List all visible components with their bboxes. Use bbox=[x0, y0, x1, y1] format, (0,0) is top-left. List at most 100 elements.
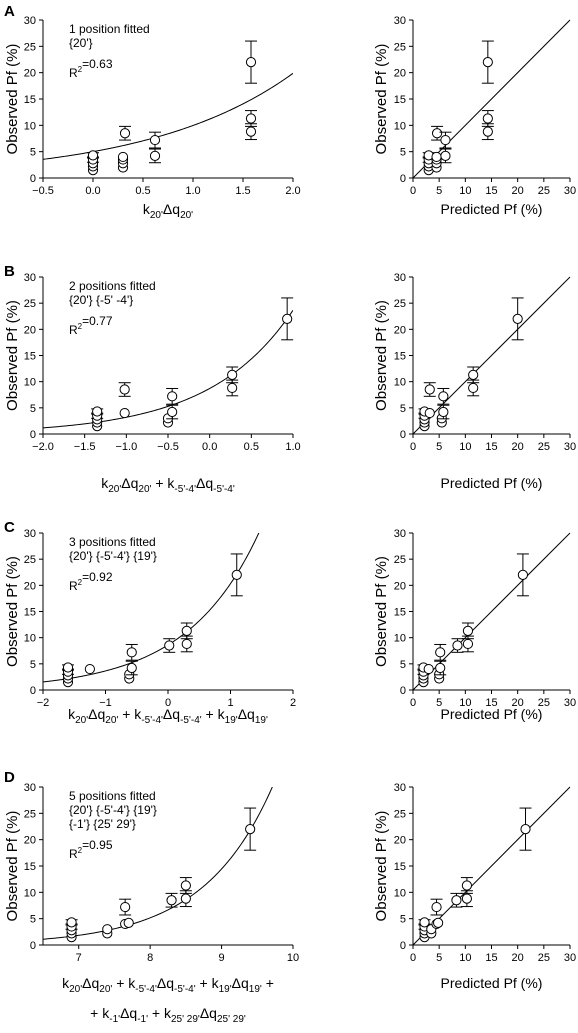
y-tick-label: 10 bbox=[394, 120, 406, 132]
annotation-line: {20'} {-5'-4'} {19'} bbox=[69, 549, 157, 563]
label-segment: =0.92 bbox=[82, 570, 113, 584]
y-tick-label: 30 bbox=[394, 528, 406, 540]
y-tick-label: 20 bbox=[394, 835, 406, 847]
y-tick-label: 15 bbox=[394, 351, 406, 363]
r-squared-label: R2=0.95 bbox=[69, 838, 113, 861]
data-point bbox=[167, 391, 178, 402]
x-tick-label: 10 bbox=[459, 441, 471, 453]
label-segment: -5'-4' bbox=[180, 715, 202, 726]
y-tick-label: 0 bbox=[30, 173, 36, 185]
data-point bbox=[433, 917, 444, 928]
x-tick-label: 20 bbox=[512, 952, 524, 964]
panel-label-b: B bbox=[4, 263, 15, 280]
annotation-line: {-1'} {25' 29'} bbox=[69, 817, 136, 831]
data-point bbox=[438, 406, 449, 418]
label-segment: Δq bbox=[157, 975, 174, 991]
fit-curve bbox=[43, 309, 293, 429]
y-tick-label: 15 bbox=[24, 861, 36, 873]
x-tick-label: 1.5 bbox=[235, 185, 250, 197]
y-tick-label: 30 bbox=[24, 272, 36, 284]
y-tick-label: 5 bbox=[30, 147, 36, 159]
data-point bbox=[180, 893, 191, 904]
x-axis-title: k20'Δq20' bbox=[143, 201, 193, 221]
charts-layer: −0.5 0.0 0.5 1.0 1.5 2.0051015202530Observed … bbox=[4, 15, 576, 1025]
fit-curve bbox=[43, 72, 293, 160]
label-segment: k bbox=[62, 975, 70, 991]
x-tick-label: −0.5 bbox=[157, 441, 179, 453]
data-point bbox=[227, 369, 238, 380]
label-segment: Δq bbox=[120, 1005, 137, 1021]
data-point bbox=[482, 113, 493, 124]
x-axis-title: Predicted Pf (%) bbox=[441, 201, 543, 217]
x-tick-label: 30 bbox=[564, 952, 576, 964]
y-tick-label: 25 bbox=[394, 808, 406, 820]
y-tick-label: 30 bbox=[394, 272, 406, 284]
y-tick-label: 10 bbox=[394, 887, 406, 899]
y-tick-label: 0 bbox=[400, 173, 406, 185]
y-tick-label: 15 bbox=[394, 607, 406, 619]
y-tick-label: 15 bbox=[394, 861, 406, 873]
y-tick-label: 5 bbox=[30, 403, 36, 415]
annotation-line: 3 positions fitted bbox=[69, 535, 156, 549]
chart-B-left: −2.0 −1.5 −1.0 −0.5 0.0 0.5 1.0 0 5 10 15 20 25 30 Obs… bbox=[4, 272, 301, 495]
y-tick-label: 10 bbox=[394, 377, 406, 389]
data-point bbox=[468, 369, 479, 380]
label-segment: -5'-4' bbox=[141, 715, 163, 726]
y-tick-label: 20 bbox=[24, 68, 36, 80]
identity-line bbox=[412, 19, 571, 179]
data-point bbox=[451, 895, 462, 906]
data-point bbox=[424, 407, 435, 419]
y-tick-label: 0 bbox=[30, 940, 36, 952]
data-point bbox=[62, 662, 74, 673]
data-point bbox=[149, 134, 161, 146]
x-tick-label: 0.0 bbox=[202, 441, 217, 453]
data-point bbox=[123, 917, 134, 928]
label-segment: 2 bbox=[78, 846, 83, 855]
data-point bbox=[435, 662, 446, 674]
data-point bbox=[231, 569, 242, 580]
data-point bbox=[119, 407, 130, 419]
x-tick-label: 0 bbox=[165, 697, 171, 709]
y-tick-label: 0 bbox=[400, 940, 406, 952]
label-segment: + k bbox=[196, 975, 220, 991]
y-tick-label: 25 bbox=[24, 298, 36, 310]
annotation-line: {20'} {-5'-4'} {19'} bbox=[69, 803, 157, 817]
x-tick-label: 5 bbox=[436, 697, 442, 709]
y-tick-label: 10 bbox=[24, 633, 36, 645]
label-segment: 19' bbox=[249, 984, 262, 995]
y-tick-label: 20 bbox=[24, 580, 36, 592]
y-tick-label: 30 bbox=[24, 15, 36, 27]
label-segment: Δq bbox=[82, 975, 99, 991]
label-segment: =0.63 bbox=[82, 57, 113, 71]
y-tick-label: 5 bbox=[400, 659, 406, 671]
x-tick-label: 0 bbox=[410, 952, 416, 964]
y-tick-label: 30 bbox=[24, 782, 36, 794]
label-segment: Δq bbox=[163, 706, 180, 722]
data-point bbox=[245, 57, 257, 68]
y-axis-title: Observed Pf (%) bbox=[4, 300, 21, 411]
data-point bbox=[431, 151, 442, 163]
label-segment: 19' bbox=[225, 715, 238, 726]
y-tick-label: 5 bbox=[400, 403, 406, 415]
panel-label-c: C bbox=[4, 519, 15, 536]
y-tick-label: 30 bbox=[394, 15, 406, 27]
x-tick-label: 20 bbox=[512, 441, 524, 453]
x-tick-label: 0 bbox=[410, 697, 416, 709]
label-segment: R bbox=[69, 66, 78, 80]
data-point bbox=[119, 128, 131, 139]
label-segment: 25' 29' bbox=[217, 1014, 246, 1025]
x-tick-label: 20 bbox=[512, 697, 524, 709]
label-segment: + k bbox=[148, 1005, 172, 1021]
data-point bbox=[435, 647, 446, 658]
annotation-line: 2 positions fitted bbox=[69, 279, 156, 293]
label-segment: -5'-4' bbox=[174, 484, 196, 495]
x-tick-label: 5 bbox=[436, 185, 442, 197]
x-tick-label: 2.0 bbox=[285, 185, 300, 197]
annotation-line: 5 positions fitted bbox=[69, 789, 156, 803]
x-tick-label: 30 bbox=[564, 441, 576, 453]
x-tick-label: 25 bbox=[538, 441, 550, 453]
label-segment: -1' bbox=[137, 1014, 148, 1025]
label-segment: 20' bbox=[105, 715, 118, 726]
y-tick-label: 25 bbox=[394, 41, 406, 53]
x-tick-label: 0.0 bbox=[85, 185, 100, 197]
